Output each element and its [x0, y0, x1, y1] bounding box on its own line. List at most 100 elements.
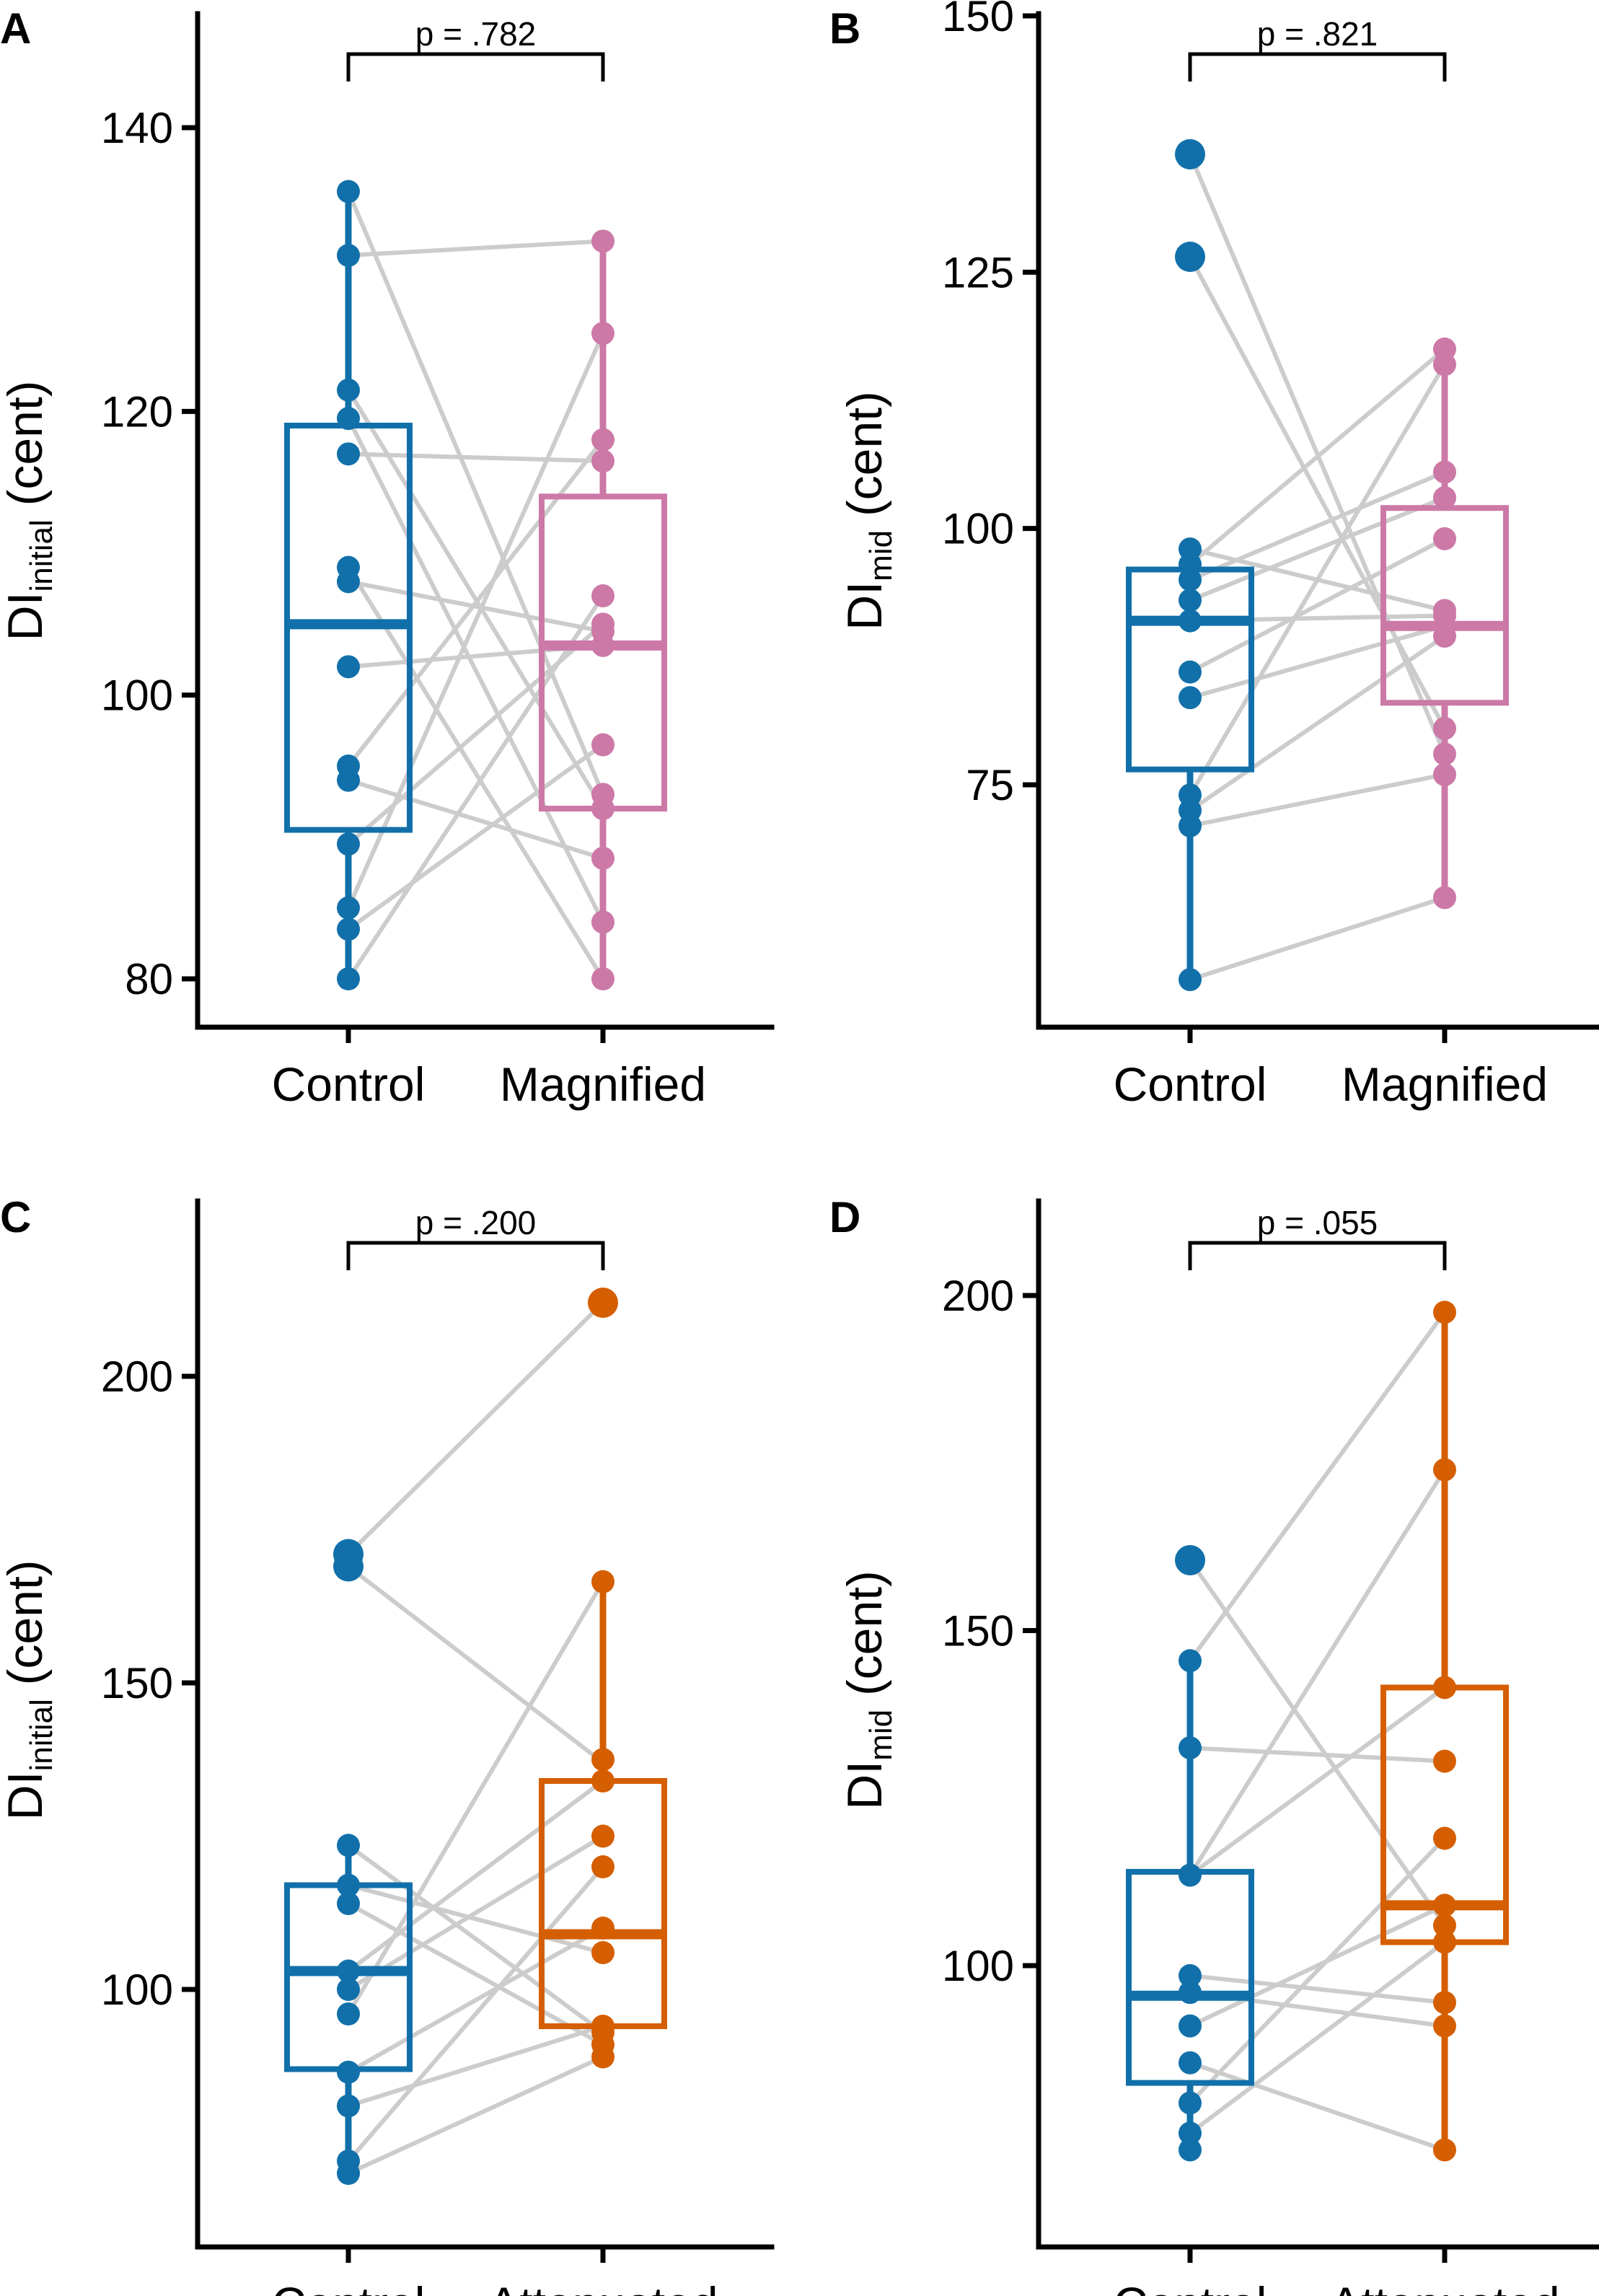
paired-line	[346, 1865, 605, 2163]
data-point	[1179, 537, 1202, 561]
p-value-label: p = .821	[1257, 15, 1378, 53]
paired-line	[347, 1926, 604, 2075]
data-point	[1433, 1826, 1456, 1850]
data-point	[591, 733, 615, 757]
p-value-bracket	[346, 1241, 605, 1270]
paired-line	[1188, 1559, 1447, 1927]
data-point	[337, 1959, 360, 1983]
data-point	[591, 229, 615, 253]
outlier-point	[1175, 1544, 1205, 1575]
data-point	[1179, 1649, 1202, 1673]
outlier-point	[1175, 138, 1205, 170]
paired-line	[348, 778, 604, 861]
data-point	[1179, 1963, 1202, 1987]
paired-line	[1189, 470, 1446, 582]
data-point	[591, 846, 615, 870]
paired-line	[346, 332, 605, 909]
paired-line	[1189, 634, 1446, 813]
data-point	[591, 1917, 615, 1940]
data-point	[591, 1855, 615, 1878]
paired-line	[346, 417, 605, 923]
paired-line	[1188, 255, 1447, 730]
data-point	[337, 180, 360, 203]
data-point	[337, 2094, 360, 2118]
y-tick-label: 100	[942, 1942, 1014, 1990]
paired-line	[1189, 1746, 1445, 1764]
y-axis-label: DIinitial (cent)	[0, 1560, 59, 1821]
paired-line	[348, 1883, 604, 1955]
panel-letter: B	[829, 4, 860, 53]
y-tick-label: 100	[942, 505, 1014, 553]
data-point	[1179, 968, 1202, 992]
panel-c: C 100 150 200 Control Attenuated DIinitial (ce…	[0, 1193, 775, 2296]
data-point	[1179, 2138, 1202, 2162]
data-point	[1433, 1458, 1456, 1482]
data-point	[591, 967, 615, 990]
panel-b: B 75 100 125 150 Control Magnified DImid (cent)…	[829, 0, 1599, 1111]
paired-line	[1189, 1686, 1446, 1878]
data-point	[591, 1824, 615, 1848]
data-point	[591, 910, 615, 934]
data-point	[591, 449, 615, 473]
data-point	[1433, 742, 1456, 766]
paired-line	[346, 1301, 605, 1556]
x-category-label: Control	[1114, 2277, 1267, 2296]
data-point	[1179, 2014, 1202, 2038]
data-point	[337, 407, 360, 431]
y-tick-label: 100	[101, 672, 173, 720]
paired-line	[347, 743, 604, 931]
paired-line	[346, 594, 605, 980]
paired-line	[347, 1565, 604, 1764]
paired-line	[1188, 1311, 1447, 1663]
paired-line	[1189, 895, 1445, 982]
data-point	[337, 1978, 360, 2001]
paired-line	[346, 389, 605, 810]
data-point	[1433, 1914, 1456, 1937]
data-point	[337, 896, 360, 920]
panel-letter: D	[829, 1193, 860, 1241]
data-point	[1433, 460, 1456, 484]
data-point	[337, 442, 360, 466]
p-value-bracket	[346, 52, 605, 82]
paired-line	[348, 2024, 604, 2108]
data-point	[1433, 337, 1456, 361]
panel-a: A 80 100 120 140 Control Magnified DIinitial (c…	[0, 4, 775, 1111]
paired-line	[347, 1843, 604, 2034]
paired-line	[1189, 347, 1446, 566]
data-point	[1179, 686, 1202, 710]
data-point	[337, 918, 360, 941]
paired-line	[346, 1580, 605, 2015]
x-category-label: Control	[272, 2277, 426, 2296]
data-point	[1433, 527, 1456, 550]
paired-line	[1189, 772, 1445, 828]
data-point	[1179, 660, 1202, 684]
paired-line	[1189, 496, 1446, 602]
data-point	[337, 244, 360, 267]
data-point	[337, 555, 360, 579]
data-point	[1433, 486, 1456, 510]
paired-line	[1188, 1837, 1447, 2105]
data-point	[1433, 2014, 1456, 2038]
paired-line	[347, 1834, 604, 1992]
data-point	[337, 378, 360, 402]
panel-letter: A	[0, 4, 31, 53]
outlier-point	[588, 1288, 618, 1318]
data-point	[1433, 1301, 1456, 1324]
data-point	[591, 2015, 615, 2038]
data-point	[337, 2060, 360, 2084]
data-point	[337, 655, 360, 679]
data-point	[591, 1769, 615, 1793]
data-point	[591, 428, 615, 452]
data-point	[1433, 1893, 1456, 1917]
data-point	[1179, 2121, 1202, 2145]
paired-line	[346, 566, 605, 980]
paired-line	[348, 239, 604, 258]
y-tick-label: 150	[101, 1659, 173, 1707]
data-point	[1433, 1676, 1456, 1699]
data-point	[1179, 1981, 1202, 2005]
paired-line	[347, 1901, 604, 2047]
paired-line	[1189, 537, 1446, 674]
y-axis-label: DImid (cent)	[837, 1570, 899, 1810]
paired-line	[1189, 1973, 1445, 2005]
